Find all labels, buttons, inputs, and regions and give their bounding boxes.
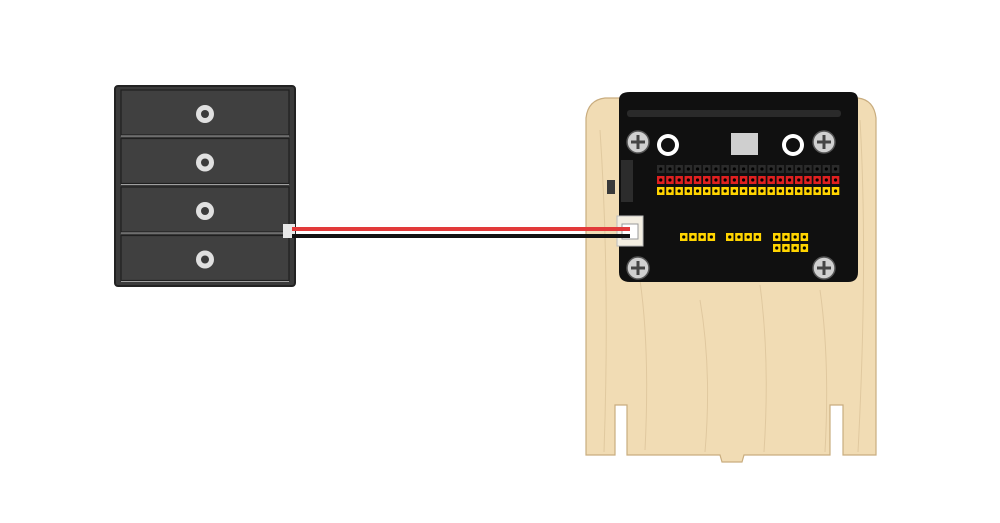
- battery-cells: [120, 89, 290, 282]
- pin-hole: [797, 167, 801, 171]
- pin-hole: [815, 167, 819, 171]
- pin-hole: [824, 178, 828, 182]
- pin-hole: [677, 178, 681, 182]
- expansion-board: [607, 92, 858, 282]
- pin-hole: [714, 189, 718, 193]
- pin-hole: [824, 167, 828, 171]
- battery-cell: [120, 186, 290, 234]
- screw-icon: [626, 256, 650, 280]
- pin-hole: [775, 235, 779, 239]
- pin-hole: [751, 189, 755, 193]
- pin-hole: [741, 167, 746, 171]
- screw-icon: [812, 256, 836, 280]
- screws: [626, 130, 836, 280]
- pin-hole: [695, 178, 700, 182]
- pin-hole: [787, 167, 792, 171]
- expansion-board-icon: [619, 92, 858, 282]
- pin-hole: [677, 167, 681, 171]
- wood-grain: [599, 119, 865, 453]
- pin-hole: [659, 178, 663, 182]
- ring-holes: [657, 134, 804, 156]
- edge-slot: [627, 110, 841, 117]
- pin-hole: [751, 167, 755, 171]
- pin-hole: [760, 178, 764, 182]
- pin-hole: [797, 189, 801, 193]
- battery-cell: [120, 137, 290, 185]
- pin-hole: [695, 167, 700, 171]
- pin-hole: [806, 189, 810, 193]
- pin-hole: [802, 246, 806, 250]
- pin-hole: [668, 178, 672, 182]
- pin-hole: [723, 167, 727, 171]
- pin-hole: [787, 189, 792, 193]
- pin-hole: [728, 235, 732, 239]
- pin-hole: [714, 178, 718, 182]
- chip: [731, 133, 758, 155]
- pin-hole: [741, 189, 746, 193]
- pin-hole: [833, 189, 838, 193]
- pin-hole: [686, 167, 690, 171]
- screw-icon: [812, 130, 836, 154]
- pin-hole: [760, 167, 764, 171]
- pin-hole: [709, 235, 713, 239]
- pin-hole: [769, 167, 773, 171]
- pin-hole: [723, 178, 727, 182]
- pin-hole: [802, 235, 806, 239]
- pin-hole: [732, 178, 736, 182]
- pin-hole: [775, 246, 779, 250]
- battery-holder: [114, 85, 296, 287]
- pin-hole: [746, 235, 750, 239]
- pin-hole: [714, 167, 718, 171]
- pin-hole: [778, 178, 782, 182]
- pin-hole: [793, 235, 797, 239]
- power-switch: [607, 160, 633, 202]
- pin-hole: [778, 167, 782, 171]
- pin-hole: [833, 167, 838, 171]
- pin-hole: [677, 189, 681, 193]
- header-rows: [657, 165, 840, 195]
- pin-hole: [668, 167, 672, 171]
- pin-hole: [705, 189, 709, 193]
- pin-hole: [732, 189, 736, 193]
- battery-cell: [120, 89, 290, 137]
- pin-hole: [806, 178, 810, 182]
- pin-hole: [806, 167, 810, 171]
- pin-hole: [784, 235, 788, 239]
- pin-hole: [787, 178, 792, 182]
- pin-hole: [793, 246, 797, 250]
- pin-hole: [682, 235, 686, 239]
- pin-hole: [760, 189, 764, 193]
- pin-hole: [751, 178, 755, 182]
- pin-hole: [769, 178, 773, 182]
- pin-hole: [705, 167, 709, 171]
- pin-hole: [695, 189, 700, 193]
- pin-hole: [705, 178, 709, 182]
- pin-hole: [659, 189, 663, 193]
- pin-hole: [778, 189, 782, 193]
- pin-hole: [686, 189, 690, 193]
- pin-hole: [741, 178, 746, 182]
- pin-hole: [769, 189, 773, 193]
- pin-hole: [755, 235, 759, 239]
- pin-hole: [686, 178, 690, 182]
- pin-hole: [815, 189, 819, 193]
- pin-hole: [732, 167, 736, 171]
- extra-headers: [680, 233, 809, 252]
- pin-hole: [668, 189, 672, 193]
- pin-hole: [737, 235, 741, 239]
- pin-hole: [700, 235, 704, 239]
- pin-hole: [659, 167, 663, 171]
- pin-hole: [815, 178, 819, 182]
- pin-hole: [824, 189, 828, 193]
- pin-hole: [784, 246, 788, 250]
- pin-hole: [833, 178, 838, 182]
- pin-hole: [797, 178, 801, 182]
- battery-cell: [120, 234, 290, 282]
- pin-hole: [691, 235, 695, 239]
- wires: [292, 227, 630, 238]
- screw-icon: [626, 130, 650, 154]
- pin-hole: [723, 189, 727, 193]
